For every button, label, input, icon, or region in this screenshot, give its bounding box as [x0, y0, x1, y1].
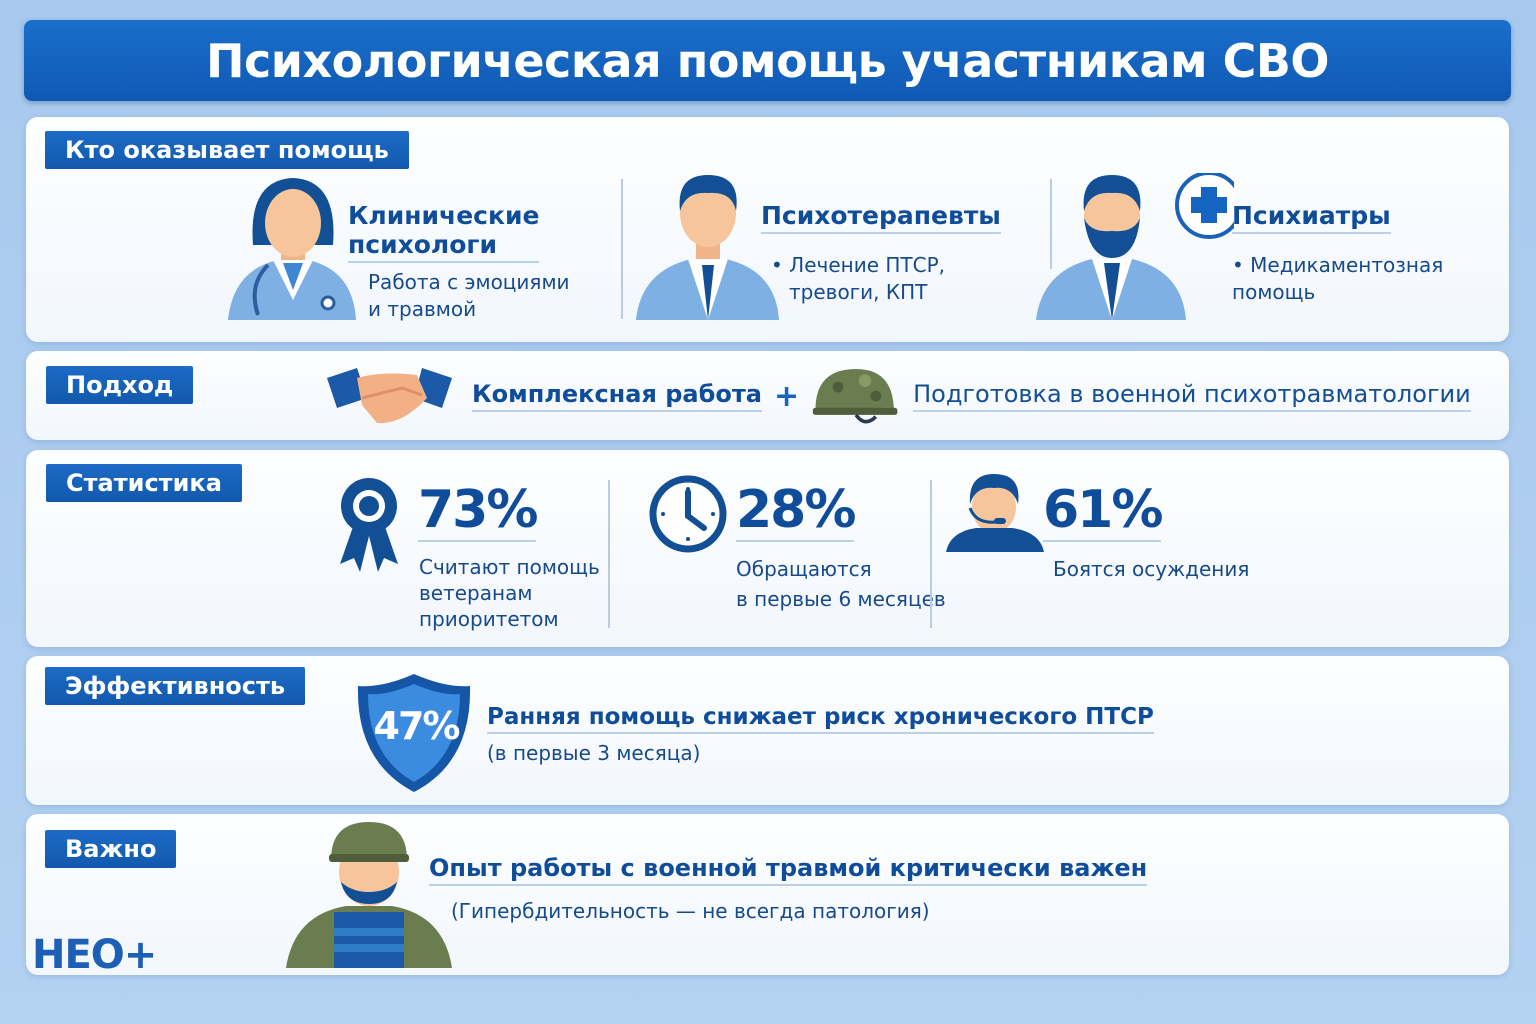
section-statistics: Статистика 73% Считают помощь ветеранам пр…	[26, 450, 1509, 647]
person-headset-icon	[946, 474, 1044, 552]
stat-desc-line: в первые 6 месяцев	[736, 587, 946, 611]
stat-desc: Считают помощь ветеранам приоритетом	[419, 554, 600, 632]
divider	[930, 480, 932, 628]
award-ribbon-icon	[340, 478, 398, 572]
stat-desc: Обращаются в первые 6 месяцев	[736, 554, 946, 614]
clock-icon	[649, 475, 727, 553]
psychotherapists: Психотерапевты • Лечение ПТСР, тревоги, К…	[761, 201, 1001, 306]
divider	[621, 179, 623, 319]
stat-value: 61%	[1043, 480, 1163, 542]
shield-icon	[357, 674, 471, 792]
item-title: Психиатры	[1232, 201, 1391, 234]
divider	[1050, 179, 1052, 269]
logo: НЕО+	[32, 932, 157, 978]
approach-row: Комплексная работа + Подготовка в военно…	[472, 361, 1471, 431]
bearded-doctor-icon	[1036, 173, 1234, 320]
item-desc: и травмой	[368, 297, 477, 321]
item-desc: • Медикаментозная	[1232, 253, 1444, 277]
page-title: Психологическая помощь участникам СВО	[205, 33, 1330, 88]
approach-left: Комплексная работа	[472, 380, 762, 412]
section-tag: Кто оказывает помощь	[45, 131, 409, 169]
female-doctor-icon	[228, 178, 356, 320]
stat-desc-line: приоритетом	[419, 607, 559, 631]
section-tag: Эффективность	[45, 667, 306, 705]
important-note: (Гипербдительность — не всегда патология…	[451, 899, 930, 923]
item-desc: тревоги, КПТ	[789, 280, 928, 304]
item-desc: Работа с эмоциями	[368, 270, 570, 294]
section-who-helps: Кто оказывает помощь Клинические психолог…	[26, 117, 1509, 342]
male-doctor-icon	[636, 175, 779, 320]
item-title: Психотерапевты	[761, 201, 1001, 234]
efficiency-note: (в первые 3 месяца)	[487, 741, 701, 765]
clinical-psychologists: Клинические психологи Работа с эмоциями и …	[348, 201, 570, 323]
item-title: Клинические	[348, 201, 540, 230]
efficiency-headline: Ранняя помощь снижает риск хронического …	[487, 704, 1154, 734]
divider	[608, 480, 610, 628]
stat-value: 73%	[418, 480, 538, 542]
item-desc: • Лечение ПТСР,	[771, 253, 945, 277]
important-headline: Опыт работы с военной травмой критически…	[429, 854, 1148, 886]
handshake-icon	[327, 368, 452, 424]
item-desc: помощь	[1232, 280, 1316, 304]
stat-desc-line: Считают помощь	[419, 555, 600, 579]
section-tag: Статистика	[46, 464, 242, 502]
page-header: Психологическая помощь участникам СВО	[24, 20, 1511, 101]
stat-desc: Боятся осуждения	[1053, 557, 1250, 581]
section-approach: Подход Комплексная работа + Подготовка в…	[26, 351, 1509, 440]
stat-desc-line: ветеранам	[419, 581, 533, 605]
logo-text: НЕО+	[32, 932, 157, 978]
plus-sign: +	[773, 378, 800, 414]
section-tag: Подход	[46, 366, 194, 404]
stat-value: 28%	[736, 480, 856, 542]
stat-desc-line: Обращаются	[736, 557, 872, 581]
psychiatrists: Психиатры • Медикаментозная помощь	[1232, 201, 1443, 306]
military-helmet-icon	[812, 369, 898, 424]
section-efficiency: Эффективность 47% Ранняя помощь снижает …	[26, 656, 1509, 805]
shield-value: 47%	[373, 704, 461, 748]
item-title: психологи	[348, 230, 497, 259]
soldier-icon	[286, 822, 452, 968]
approach-right: Подготовка в военной психотравматологии	[913, 380, 1471, 412]
section-tag: Важно	[45, 830, 177, 868]
section-important: Важно Опыт работы с военной травмой крит…	[26, 814, 1509, 975]
